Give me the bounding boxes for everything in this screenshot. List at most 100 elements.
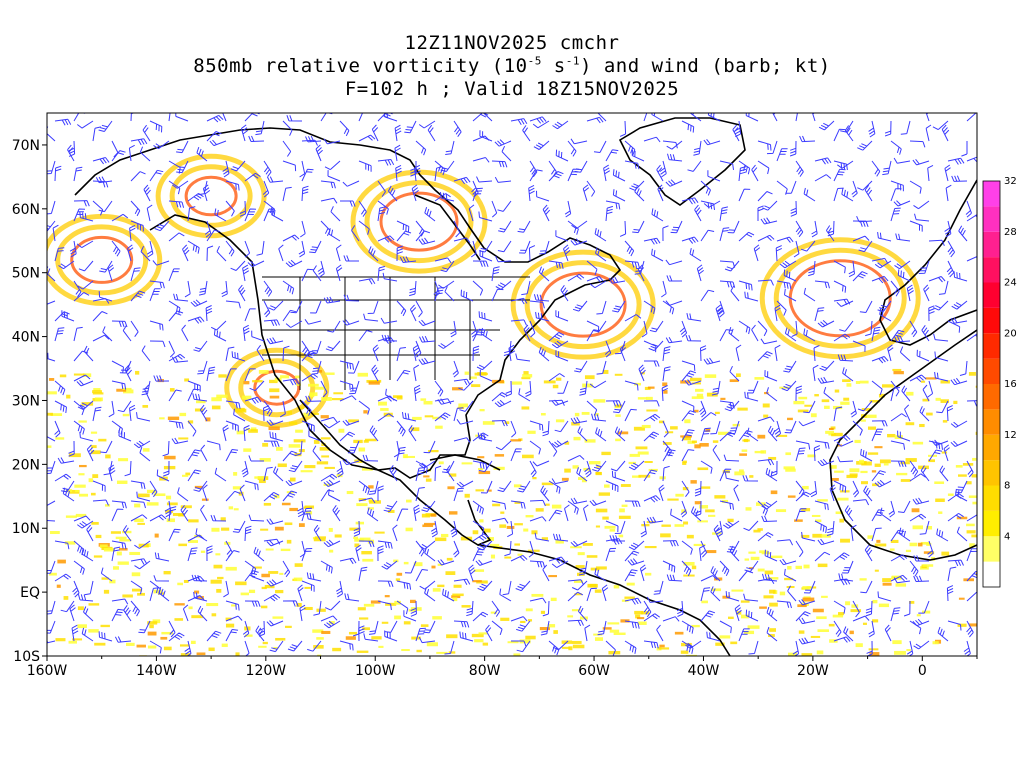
vorticity-speckle: [699, 505, 709, 509]
vorticity-speckle: [621, 504, 628, 507]
wind-barb: [605, 547, 617, 562]
wind-barb: [776, 600, 792, 609]
wind-barb: [279, 400, 286, 418]
vorticity-speckle: [855, 381, 861, 384]
vorticity-speckle: [923, 551, 932, 554]
vorticity-speckle: [920, 541, 930, 545]
wind-barb: [593, 140, 607, 153]
wind-barb: [594, 228, 607, 242]
vorticity-speckle: [504, 421, 510, 425]
wind-barb: [396, 600, 409, 615]
wind-barb: [358, 480, 370, 495]
wind-barb: [358, 540, 375, 548]
wind-barb: [47, 352, 56, 362]
wind-barb: [320, 380, 328, 398]
wind-barb: [300, 220, 306, 238]
vorticity-speckle: [795, 565, 802, 570]
vorticity-speckle: [609, 529, 616, 532]
vorticity-speckle: [79, 464, 87, 468]
wind-barb: [604, 340, 612, 358]
wind-barb: [256, 240, 265, 256]
vorticity-speckle: [697, 467, 709, 471]
wind-barb: [415, 627, 426, 642]
vorticity-speckle: [260, 605, 268, 609]
wind-barb: [472, 432, 489, 442]
vorticity-speckle: [555, 539, 564, 544]
wind-barb: [757, 160, 770, 175]
vorticity-band: [759, 237, 921, 360]
wind-barb: [871, 275, 889, 284]
wind-barb: [362, 454, 379, 462]
wind-barb: [278, 244, 284, 262]
lon-tick-label: 20W: [797, 663, 829, 679]
wind-barb: [927, 540, 934, 558]
wind-barb: [225, 615, 243, 622]
wind-barb: [938, 280, 949, 295]
wind-barb: [73, 292, 90, 302]
vorticity-speckle: [205, 417, 211, 422]
wind-barb: [624, 160, 640, 170]
wind-barb: [78, 260, 94, 272]
vorticity-speckle: [646, 521, 656, 524]
wind-barb: [612, 300, 626, 313]
vorticity-speckle: [768, 634, 775, 638]
wind-barb: [589, 280, 607, 289]
vorticity-speckle: [802, 485, 809, 490]
wind-barb: [301, 420, 315, 432]
wind-barb: [130, 580, 143, 595]
vorticity-speckle: [483, 528, 491, 533]
vorticity-speckle: [166, 502, 178, 506]
wind-barb: [418, 237, 436, 245]
wind-barb: [418, 357, 436, 365]
wind-barb: [225, 300, 241, 309]
wind-barb: [823, 386, 835, 402]
wind-barb: [928, 305, 935, 322]
colorbar-segment: [983, 358, 1000, 384]
title-line-2: 850mb relative vorticity (10-5 s-1) and …: [0, 55, 1024, 78]
wind-barb: [624, 408, 637, 422]
vorticity-speckle: [259, 458, 271, 462]
wind-barb: [760, 338, 778, 345]
wind-barb: [646, 596, 664, 603]
wind-barb: [92, 311, 108, 322]
vorticity-speckle: [225, 623, 235, 628]
wind-barb: [263, 538, 281, 545]
wind-barb: [415, 460, 428, 474]
vorticity-speckle: [540, 610, 545, 614]
wind-barb: [54, 420, 61, 438]
wind-barb: [47, 200, 56, 215]
wind-barb: [225, 490, 241, 502]
wind-barb: [472, 460, 488, 470]
vorticity-speckle: [296, 602, 302, 607]
vorticity-speckle: [469, 376, 477, 379]
wind-barb: [707, 170, 721, 182]
wind-barb: [162, 440, 170, 457]
vorticity-speckle: [78, 420, 87, 423]
vorticity-speckle: [321, 397, 332, 401]
wind-barb: [123, 605, 132, 622]
vorticity-speckle: [471, 633, 484, 638]
vorticity-speckle: [113, 566, 119, 570]
vorticity-speckle: [832, 614, 844, 618]
wind-barb: [472, 500, 484, 515]
wind-barb: [966, 156, 977, 163]
vorticity-speckle: [405, 527, 413, 532]
vorticity-speckle: [404, 455, 416, 458]
wind-barb: [306, 572, 322, 582]
vorticity-speckle: [188, 540, 199, 543]
wind-barb: [409, 304, 417, 322]
vorticity-speckle: [233, 508, 239, 511]
wind-barb: [73, 208, 86, 222]
vorticity-speckle: [432, 588, 441, 592]
colorbar-label: 28: [1004, 227, 1017, 238]
wind-barb: [684, 379, 702, 386]
wind-barb: [662, 440, 672, 457]
wind-barb: [553, 533, 569, 542]
vorticity-speckle: [56, 584, 61, 588]
wind-barb: [297, 584, 304, 602]
wind-barb: [927, 164, 934, 182]
vorticity-speckle: [749, 475, 754, 478]
vorticity-speckle: [514, 501, 521, 504]
vorticity-speckle: [103, 589, 110, 594]
